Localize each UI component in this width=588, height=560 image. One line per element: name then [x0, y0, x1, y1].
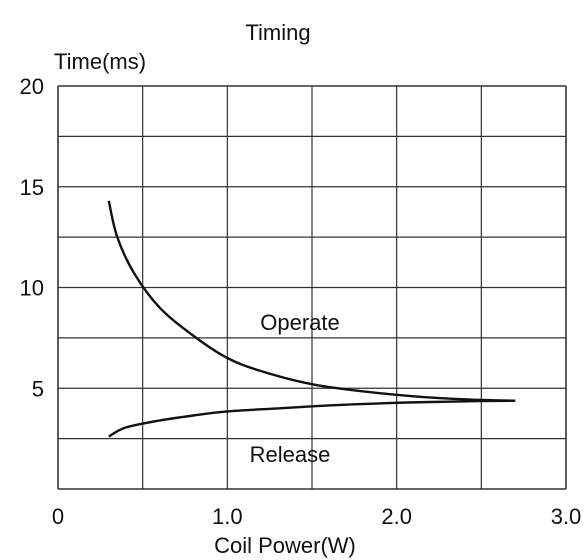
series-lines — [107, 200, 516, 438]
annotation-release: Release — [250, 442, 331, 467]
x-axis-label: Coil Power(W) — [214, 533, 356, 558]
x-tick-label: 1.0 — [212, 504, 243, 529]
series-line-operate — [107, 200, 516, 402]
x-tick-label: 0 — [52, 504, 64, 529]
series-line-release — [108, 399, 516, 438]
tick-labels: 0 1.0 2.0 3.0 5 10 15 20 — [20, 74, 582, 529]
y-tick-label: 10 — [20, 276, 44, 301]
y-tick-label: 20 — [20, 74, 44, 99]
y-axis-label: Time(ms) — [54, 49, 146, 74]
y-tick-label: 5 — [32, 376, 44, 401]
x-tick-label: 2.0 — [381, 504, 412, 529]
y-tick-label: 15 — [20, 175, 44, 200]
x-tick-label: 3.0 — [551, 504, 582, 529]
chart-title: Timing — [245, 20, 310, 45]
annotation-operate: Operate — [260, 310, 340, 335]
grid — [57, 85, 567, 490]
